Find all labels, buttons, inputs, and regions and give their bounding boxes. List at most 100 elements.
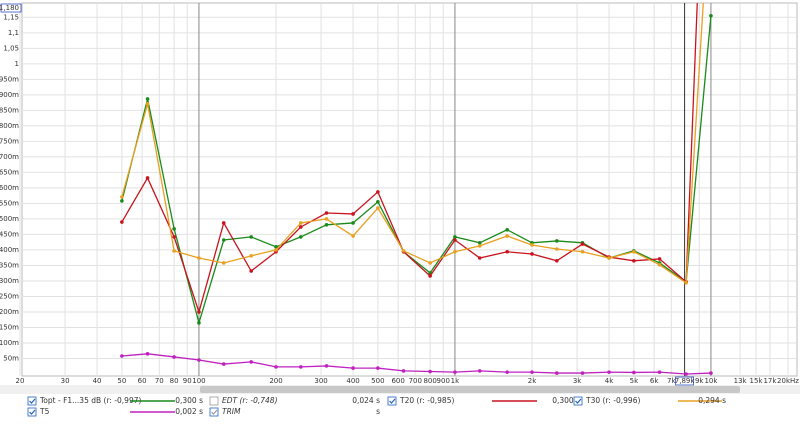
y-tick-label: 200m <box>0 308 19 316</box>
x-tick-label: 20kHz <box>777 377 799 385</box>
checkmark <box>211 409 218 415</box>
data-point <box>709 371 713 375</box>
x-tick-label: 1k <box>451 377 460 385</box>
legend-label: TRIM <box>222 407 241 416</box>
x-tick-label: 400 <box>346 377 359 385</box>
data-point <box>428 274 432 278</box>
y-tick-label: 50m <box>3 354 19 362</box>
data-point <box>145 102 150 106</box>
legend-readout: 0,002 s <box>175 407 203 416</box>
plot-lines <box>120 3 713 376</box>
legend-label: T20 (r: -0,985) <box>399 396 454 405</box>
data-point <box>477 244 482 248</box>
data-point <box>607 370 611 374</box>
data-point <box>221 238 226 242</box>
plot-area <box>21 2 798 377</box>
data-point <box>299 221 303 225</box>
y-tick-label: 650m <box>0 168 19 176</box>
data-point <box>249 269 253 273</box>
data-point <box>555 247 559 251</box>
data-point <box>453 238 457 242</box>
data-point <box>530 243 534 247</box>
data-point <box>324 211 329 215</box>
legend-label: Topt - F1...35 dB (r: -0,997) <box>39 396 141 405</box>
y-tick-label: 150m <box>0 323 19 331</box>
legend-checkbox[interactable] <box>27 407 37 417</box>
legend-readout: 0,024 s <box>352 396 380 405</box>
x-tick-label: 70 <box>155 377 164 385</box>
data-point <box>249 360 253 364</box>
data-point <box>120 220 124 224</box>
data-point <box>274 365 278 369</box>
data-point <box>324 223 329 227</box>
y-tick-label: 600m <box>0 184 19 192</box>
legend-checkbox[interactable] <box>573 396 583 406</box>
y-tick-label: 550m <box>0 199 19 207</box>
x-tick-label: 60 <box>138 377 147 385</box>
data-point <box>657 257 662 261</box>
cursor-y-box <box>0 3 22 13</box>
legend-label: T30 (r: -0,996) <box>585 396 640 405</box>
y-tick-label: 1,1 <box>8 29 19 37</box>
data-point <box>197 321 201 325</box>
data-point <box>299 225 303 229</box>
legend-checkbox[interactable] <box>387 396 397 406</box>
legend-checkbox[interactable] <box>27 396 37 406</box>
scrollbar-thumb[interactable] <box>200 386 740 393</box>
data-point <box>172 227 176 231</box>
data-point <box>274 248 278 252</box>
x-tick-label: 20 <box>16 377 25 385</box>
data-point <box>505 234 509 238</box>
data-point <box>453 235 457 239</box>
data-point <box>607 256 611 260</box>
x-tick-label: 200 <box>269 377 282 385</box>
data-point <box>657 370 662 374</box>
data-point <box>505 227 509 232</box>
x-tick-label: 5k <box>630 377 639 385</box>
x-tick-label: 80 <box>170 377 179 385</box>
series-line <box>121 3 698 315</box>
data-point <box>477 256 482 260</box>
data-point <box>120 199 124 203</box>
legend-panel <box>0 395 800 420</box>
data-point <box>401 249 406 253</box>
y-tick-label: 400m <box>0 246 19 254</box>
y-tick-label: 750m <box>0 137 19 145</box>
legend-checkbox[interactable] <box>209 396 219 406</box>
data-point <box>376 190 380 194</box>
data-point <box>351 366 355 370</box>
data-point <box>709 13 713 18</box>
y-tick-label: 1,05 <box>3 44 19 52</box>
data-point <box>221 221 226 225</box>
data-point <box>684 372 688 376</box>
y-tick-label: 950m <box>0 75 19 83</box>
x-tick-label: 800 <box>423 377 436 385</box>
legend-checkbox[interactable] <box>209 407 219 417</box>
data-point <box>580 371 585 375</box>
data-point <box>299 235 303 239</box>
legend-readout: 0,300 s <box>552 396 580 405</box>
data-point <box>120 195 124 199</box>
x-tick-label: 90 <box>183 377 192 385</box>
data-point <box>555 371 559 375</box>
y-tick-label: 800m <box>0 122 19 130</box>
x-tick-label: 4k <box>605 377 614 385</box>
data-point <box>580 242 585 246</box>
y-tick-label: 350m <box>0 261 19 269</box>
x-tick-label: 600 <box>391 377 404 385</box>
data-point <box>299 365 303 369</box>
checkmark <box>29 398 36 404</box>
grid <box>19 3 797 376</box>
x-tick-label: 6k <box>650 377 659 385</box>
x-tick-label: 900 <box>437 377 450 385</box>
data-point <box>505 370 509 374</box>
data-point <box>197 256 201 260</box>
data-point <box>376 366 380 370</box>
data-point <box>428 369 432 374</box>
x-tick-label: 15k <box>750 377 764 385</box>
data-point <box>249 254 253 258</box>
data-point <box>530 370 534 374</box>
data-point <box>172 249 176 253</box>
data-point <box>197 358 201 362</box>
